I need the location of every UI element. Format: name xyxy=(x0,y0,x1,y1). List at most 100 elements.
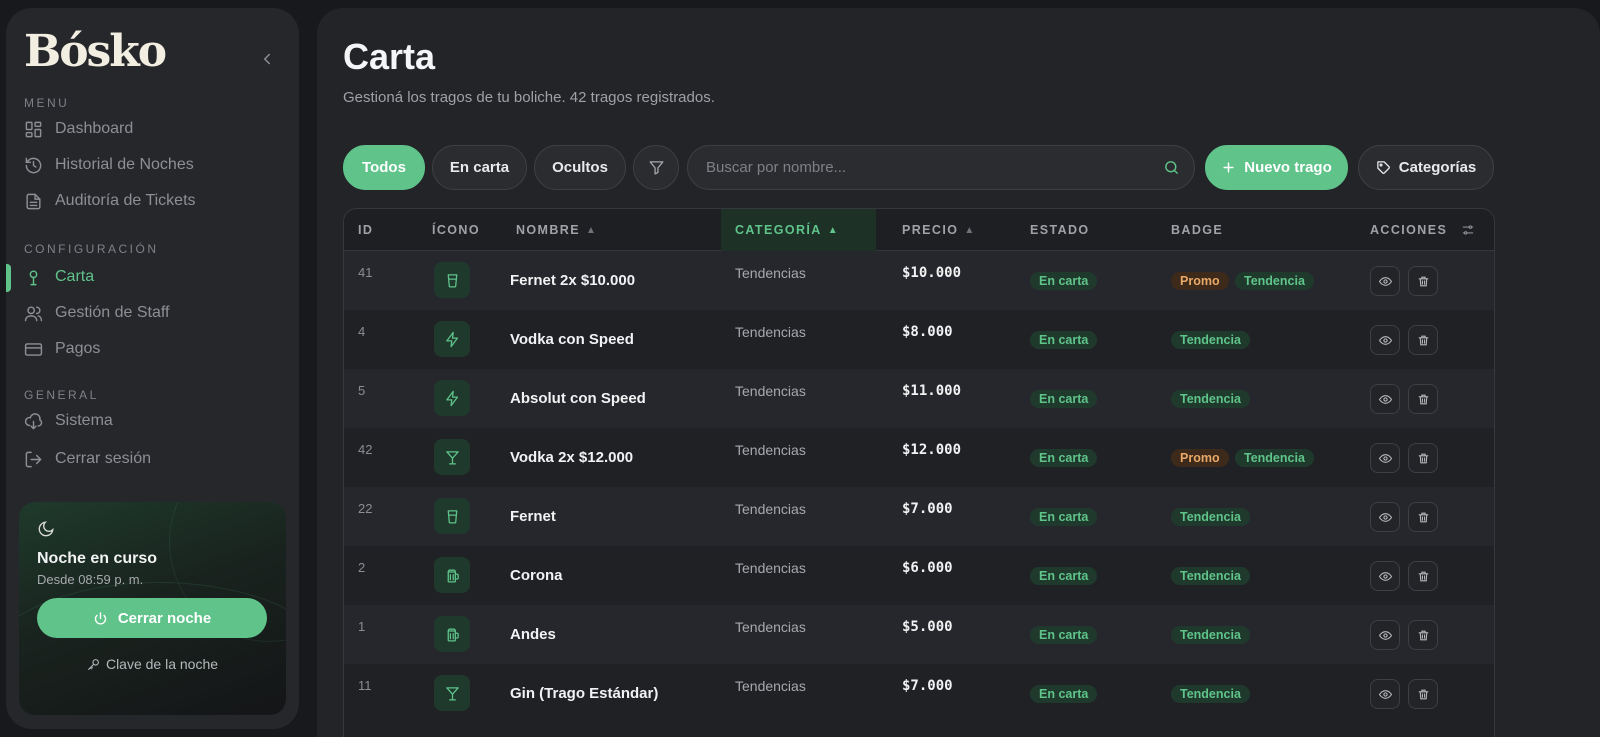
row-id: 11 xyxy=(358,678,372,693)
column-acciones: ACCIONES xyxy=(1370,209,1475,251)
column-id[interactable]: ID xyxy=(358,223,374,237)
sidebar-item-historial[interactable]: Historial de Noches xyxy=(24,150,284,180)
row-price: $6.000 xyxy=(902,560,953,576)
close-night-button[interactable]: Cerrar noche xyxy=(37,598,267,638)
table-header: ID ÍCONO NOMBRE ▲ CATEGORÍA ▲ PRECIO ▲ ESTA… xyxy=(344,209,1494,251)
badge-tendencia: Tendencia xyxy=(1235,449,1314,467)
row-name: Vodka con Speed xyxy=(510,331,634,348)
dashboard-icon xyxy=(25,121,42,137)
badge-tendencia: Tendencia xyxy=(1235,272,1314,290)
table-row[interactable]: 4 Vodka con Speed Tendencias $8.000 En c… xyxy=(344,310,1494,369)
sidebar-item-sistema[interactable]: Sistema xyxy=(24,406,284,436)
search-box xyxy=(687,145,1195,190)
lightning-icon xyxy=(434,380,470,416)
row-id: 5 xyxy=(358,383,366,398)
sliders-icon[interactable] xyxy=(1461,223,1475,237)
table-row[interactable]: 1 Andes Tendencias $5.000 En carta Tende… xyxy=(344,605,1494,664)
status-badge: En carta xyxy=(1030,508,1098,526)
trash-icon[interactable] xyxy=(1408,679,1438,709)
close-night-label: Cerrar noche xyxy=(117,609,212,627)
trash-icon[interactable] xyxy=(1408,325,1438,355)
view-icon[interactable] xyxy=(1370,384,1400,414)
logout-icon xyxy=(25,451,42,467)
badge-tendencia: Tendencia xyxy=(1171,685,1250,703)
column-categoria[interactable]: CATEGORÍA ▲ xyxy=(721,209,876,251)
document-icon xyxy=(26,193,41,209)
row-category: Tendencias xyxy=(735,678,806,694)
section-label-general: GENERAL xyxy=(24,388,99,402)
row-price: $5.000 xyxy=(902,619,953,635)
sidebar-item-label: Pagos xyxy=(55,340,101,357)
users-icon xyxy=(24,305,43,321)
view-icon[interactable] xyxy=(1370,325,1400,355)
sidebar-item-dashboard[interactable]: Dashboard xyxy=(24,114,284,144)
active-indicator xyxy=(6,264,11,292)
row-id: 4 xyxy=(358,324,366,339)
view-icon[interactable] xyxy=(1370,561,1400,591)
row-id: 22 xyxy=(358,501,373,516)
history-icon xyxy=(25,157,42,173)
table-row[interactable]: 11 Gin (Trago Estándar) Tendencias $7.00… xyxy=(344,664,1494,723)
status-badge: En carta xyxy=(1030,685,1098,703)
badge-promo: Promo xyxy=(1171,272,1229,290)
sidebar-item-label: Dashboard xyxy=(55,120,134,137)
row-price: $7.000 xyxy=(902,501,953,517)
brand-logo[interactable]: Bósko xyxy=(24,26,167,77)
page-subtitle: Gestioná los tragos de tu boliche. 42 tr… xyxy=(343,89,715,106)
status-badge: En carta xyxy=(1030,331,1098,349)
sidebar-item-label: Auditoría de Tickets xyxy=(55,192,196,209)
table-row[interactable]: 41 Fernet 2x $10.000 Tendencias $10.000 … xyxy=(344,251,1494,310)
beer-icon xyxy=(434,557,470,593)
categories-button[interactable]: Categorías xyxy=(1358,145,1494,190)
search-input[interactable] xyxy=(706,146,1146,189)
view-icon[interactable] xyxy=(1370,443,1400,473)
filter-todos[interactable]: Todos xyxy=(343,145,425,190)
view-icon[interactable] xyxy=(1370,679,1400,709)
table-row[interactable]: 42 Vodka 2x $12.000 Tendencias $12.000 E… xyxy=(344,428,1494,487)
status-badge: En carta xyxy=(1030,449,1098,467)
night-key-link[interactable]: Clave de la noche xyxy=(19,656,286,672)
funnel-icon xyxy=(648,161,664,175)
sort-icon: ▲ xyxy=(964,224,976,236)
sidebar-item-label: Carta xyxy=(55,268,95,285)
trash-icon[interactable] xyxy=(1408,266,1438,296)
trash-icon[interactable] xyxy=(1408,502,1438,532)
sidebar-item-staff[interactable]: Gestión de Staff xyxy=(24,298,284,328)
section-label-configuracion: CONFIGURACIÓN xyxy=(24,242,159,256)
sidebar-item-logout[interactable]: Cerrar sesión xyxy=(24,444,284,474)
filter-button[interactable] xyxy=(633,145,679,190)
sidebar-item-pagos[interactable]: Pagos xyxy=(24,334,284,364)
view-icon[interactable] xyxy=(1370,502,1400,532)
row-price: $10.000 xyxy=(902,265,962,281)
row-id: 1 xyxy=(358,619,366,634)
filter-ocultos[interactable]: Ocultos xyxy=(534,145,626,190)
table-row[interactable]: 22 Fernet Tendencias $7.000 En carta Ten… xyxy=(344,487,1494,546)
column-nombre[interactable]: NOMBRE ▲ xyxy=(516,223,598,237)
table-row[interactable]: 5 Absolut con Speed Tendencias $11.000 E… xyxy=(344,369,1494,428)
row-name: Fernet 2x $10.000 xyxy=(510,272,636,289)
view-icon[interactable] xyxy=(1370,620,1400,650)
sidebar: Bósko MENU Dashboard Historial de Noches… xyxy=(6,8,299,729)
row-id: 42 xyxy=(358,442,373,457)
table-row[interactable]: 2 Corona Tendencias $6.000 En carta Tend… xyxy=(344,546,1494,605)
trash-icon[interactable] xyxy=(1408,384,1438,414)
filter-en-carta[interactable]: En carta xyxy=(432,145,527,190)
row-category: Tendencias xyxy=(735,324,806,340)
badge-tendencia: Tendencia xyxy=(1171,567,1250,585)
lightning-icon xyxy=(434,321,470,357)
sidebar-item-carta[interactable]: Carta xyxy=(24,262,284,292)
categories-label: Categorías xyxy=(1398,159,1477,176)
view-icon[interactable] xyxy=(1370,266,1400,296)
new-drink-button[interactable]: Nuevo trago xyxy=(1205,145,1348,190)
collapse-sidebar-icon[interactable] xyxy=(258,50,276,68)
trash-icon[interactable] xyxy=(1408,443,1438,473)
sidebar-item-auditoria[interactable]: Auditoría de Tickets xyxy=(24,186,284,216)
trash-icon[interactable] xyxy=(1408,561,1438,591)
tag-icon xyxy=(1376,161,1390,174)
search-icon[interactable] xyxy=(1163,159,1180,176)
night-title: Noche en curso xyxy=(37,550,158,567)
column-precio[interactable]: PRECIO ▲ xyxy=(902,223,976,237)
badge-tendencia: Tendencia xyxy=(1171,508,1250,526)
trash-icon[interactable] xyxy=(1408,620,1438,650)
section-label-menu: MENU xyxy=(24,96,70,110)
